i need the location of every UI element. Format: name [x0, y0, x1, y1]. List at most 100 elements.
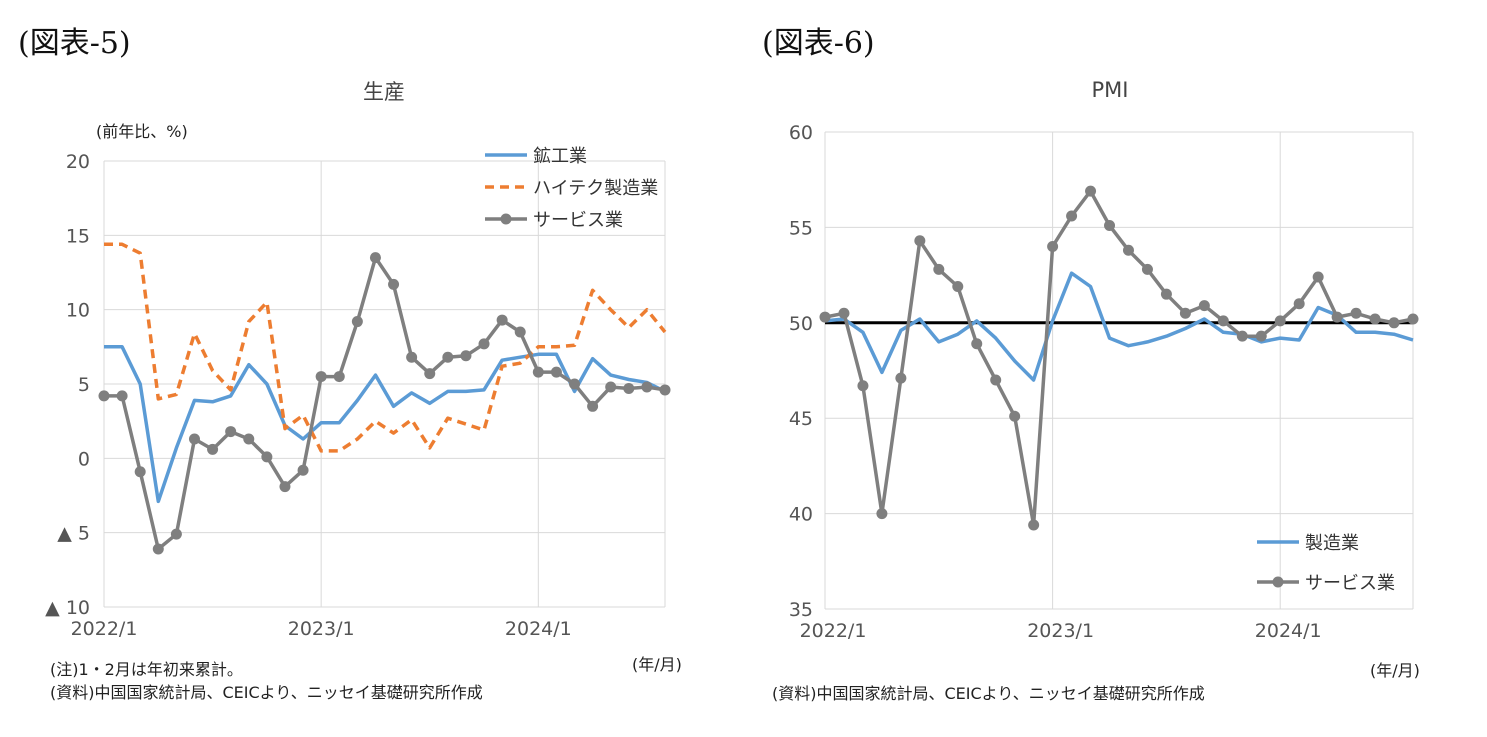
series-point [460, 350, 472, 362]
series-point [876, 508, 888, 520]
series-point [1293, 298, 1305, 310]
series-point [1085, 185, 1097, 197]
series-point [550, 366, 562, 378]
series-point [261, 451, 273, 463]
chart-panel-pmi: (図表-6) PMI 60 55 50 45 40 35 2022/1 2023/1 2024/… [740, 0, 1487, 737]
chart-panel-production: (図表-5) 生産 (前年比、%) 20 15 10 5 0 ▲ 5 ▲ 10 2022/1 2… [0, 0, 740, 737]
source-text-right: (資料)中国国家統計局、CEICより、ニッセイ基礎研究所作成 [772, 684, 1205, 703]
series-point [315, 371, 327, 383]
legend-label: ハイテク製造業 [533, 178, 658, 199]
series-point [170, 528, 182, 540]
y-tick-label: 20 [66, 151, 90, 173]
x-tick-label: 2022/1 [71, 618, 138, 640]
legend-label: 鉱工業 [533, 146, 587, 167]
series-point [659, 384, 671, 396]
series-point [188, 433, 200, 445]
series-point [225, 426, 237, 438]
series-point [857, 380, 869, 392]
series-point [478, 338, 490, 350]
legend-marker [1272, 576, 1284, 588]
series-line [824, 189, 1414, 527]
legend-label: 製造業 [1305, 533, 1359, 554]
series-point [1255, 330, 1267, 342]
series-point [1198, 300, 1210, 312]
y-tick-label: ▲ 10 [45, 597, 90, 619]
x-unit-label-right: (年/月) [1370, 661, 1420, 680]
series-point [207, 443, 219, 455]
series-point [442, 351, 454, 363]
note-text: (注)1・2月は年初来累計。 [50, 660, 243, 679]
series-point [1274, 315, 1286, 327]
y-tick-label: 15 [66, 225, 90, 247]
series-point [424, 368, 436, 380]
y-tick-label: 0 [78, 448, 90, 470]
chart-title-production: 生産 [363, 80, 405, 104]
series-point [116, 390, 128, 402]
series-point [990, 374, 1002, 386]
chart-title-pmi: PMI [1091, 78, 1129, 102]
series-point [152, 543, 164, 555]
series-line [104, 255, 666, 551]
series-point [1331, 311, 1343, 323]
series-point [895, 372, 907, 384]
series-point [243, 433, 255, 445]
series-line [824, 271, 1414, 382]
x-tick-label: 2022/1 [800, 620, 867, 642]
series-point [819, 311, 831, 323]
series-point [1160, 288, 1172, 300]
series-point [369, 252, 381, 264]
legend-label: サービス業 [1305, 573, 1395, 594]
series-point [98, 390, 110, 402]
series-point [605, 381, 617, 393]
x-tick-label: 2023/1 [1027, 620, 1094, 642]
series-point [1217, 315, 1229, 327]
y-tick-label: 5 [78, 374, 90, 396]
x-tick-label: 2024/1 [1255, 620, 1322, 642]
series-point [406, 351, 418, 363]
series-point [333, 371, 345, 383]
y-tick-label: 35 [789, 599, 813, 621]
series-point [587, 400, 599, 412]
y-tick-label: 45 [789, 408, 813, 430]
series-point [914, 235, 926, 247]
series-point [623, 382, 635, 394]
series-point [1179, 307, 1191, 319]
series-line [104, 242, 667, 453]
series-point [1141, 263, 1153, 275]
series-point [496, 314, 508, 326]
series-point [1009, 410, 1021, 422]
series-point [952, 281, 964, 293]
y-tick-label: 10 [66, 300, 90, 322]
series-point [134, 466, 146, 478]
series-point [971, 338, 983, 350]
series-point [1066, 210, 1078, 222]
x-tick-label: 2023/1 [288, 618, 355, 640]
series-point [838, 307, 850, 319]
y-tick-label: 55 [789, 217, 813, 239]
series-point [514, 326, 526, 338]
legend-label: サービス業 [533, 210, 623, 231]
series-point [933, 263, 945, 275]
y-tick-label: 50 [789, 313, 813, 335]
x-tick-label: 2024/1 [505, 618, 572, 640]
series-point [1388, 317, 1400, 329]
series-point [641, 381, 653, 393]
series-point [1312, 271, 1324, 283]
series-point [388, 278, 400, 290]
series-point [297, 464, 309, 476]
y-tick-label: 40 [789, 504, 813, 526]
series-point [351, 316, 363, 328]
series-point [1350, 307, 1362, 319]
series-point [1104, 219, 1116, 231]
series-point [1236, 330, 1248, 342]
source-text-left: (資料)中国国家統計局、CEICより、ニッセイ基礎研究所作成 [50, 683, 483, 702]
y-unit-label: (前年比、%) [96, 122, 188, 141]
legend-marker [500, 213, 512, 225]
y-tick-label: ▲ 5 [57, 523, 90, 545]
series-point [1369, 313, 1381, 325]
series-point [1028, 519, 1040, 531]
series-point [279, 481, 291, 493]
figure-label-5: (図表-5) [18, 26, 131, 61]
